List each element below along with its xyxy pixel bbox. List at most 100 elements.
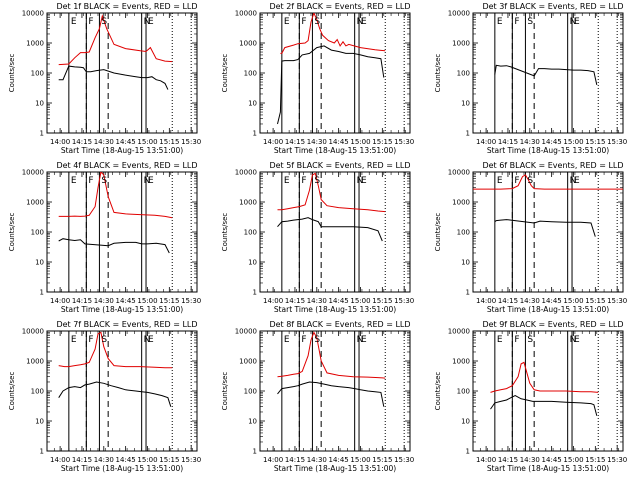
x-tick-label: 14:00 [476, 456, 496, 464]
y-tick-label: 1 [253, 289, 257, 297]
y-tick-label: 100 [457, 70, 470, 78]
panel-det-2: 1 10 100 1000 10000 14:00 14:15 14:30 14:45 15:00… [221, 2, 414, 155]
y-tick-label: 100 [31, 70, 44, 78]
y-tick-label: 1 [253, 448, 257, 456]
x-tick-label: 14:15 [498, 456, 518, 464]
y-tick-label: 10 [248, 100, 257, 108]
y-tick-label: 1000 [452, 358, 470, 366]
series-events-line [277, 45, 385, 125]
marker-label-F: F [88, 335, 93, 345]
panel-det-3: 1 10 100 1000 10000 14:00 14:15 14:30 14:45 15:00… [434, 2, 627, 155]
y-axis-label: Counts/sec [8, 213, 16, 252]
panel-data [473, 172, 623, 292]
panel-title: Det 1f BLACK = Events, RED = LLD [56, 2, 197, 11]
x-tick-label: 15:15 [585, 297, 605, 305]
x-axis-label: Start Time (18-Aug-15 13:51:00) [487, 464, 609, 473]
marker-label-F: F [88, 176, 93, 186]
series-lld-line [277, 331, 386, 379]
y-tick-label: 10000 [235, 328, 257, 336]
x-tick-label: 15:00 [137, 138, 157, 146]
y-tick-label: 10000 [448, 169, 470, 177]
y-tick-label: 1 [466, 130, 470, 138]
x-axis-label: Start Time (18-Aug-15 13:51:00) [61, 464, 183, 473]
y-tick-label: 10000 [235, 169, 257, 177]
y-tick-label: 10 [248, 418, 257, 426]
marker-label-E: E [148, 335, 154, 345]
x-tick-label: 15:15 [159, 297, 179, 305]
y-tick-label: 1 [40, 289, 44, 297]
marker-label-F: F [301, 335, 306, 345]
panel-data [277, 331, 405, 451]
panel-title: Det 3f BLACK = Events, RED = LLD [482, 2, 623, 11]
x-tick-label: 15:15 [159, 138, 179, 146]
y-tick-label: 100 [244, 388, 257, 396]
x-tick-label: 14:15 [285, 297, 305, 305]
panel-det-5: 1 10 100 1000 10000 14:00 14:15 14:30 14:45 15:00… [221, 161, 414, 314]
plot-frame [259, 171, 411, 293]
marker-label-F: F [301, 17, 306, 27]
marker-label-E: E [284, 335, 290, 345]
y-tick-label: 10 [461, 259, 470, 267]
marker-label-N: N [144, 176, 151, 186]
marker-label-E: E [284, 176, 290, 186]
series-events-line [494, 64, 598, 86]
panel-data [58, 331, 192, 451]
y-tick-label: 10000 [22, 328, 44, 336]
y-axis-label: Counts/sec [434, 54, 442, 93]
x-tick-label: 14:15 [72, 138, 92, 146]
marker-label-F: F [514, 176, 519, 186]
panel-det-8: 1 10 100 1000 10000 14:00 14:15 14:30 14:45 15:00… [221, 320, 414, 473]
x-tick-label: 15:15 [372, 297, 392, 305]
x-tick-label: 14:30 [520, 297, 540, 305]
x-tick-label: 14:45 [116, 138, 136, 146]
x-tick-label: 15:15 [585, 138, 605, 146]
x-tick-label: 15:30 [181, 138, 201, 146]
y-tick-label: 10000 [448, 328, 470, 336]
panel-det-6: 1 10 100 1000 10000 14:00 14:15 14:30 14:45 15:00… [434, 161, 627, 314]
y-tick-label: 1 [40, 130, 44, 138]
x-tick-label: 15:30 [394, 297, 414, 305]
panel-data [277, 13, 405, 133]
x-tick-label: 15:00 [137, 456, 157, 464]
y-tick-label: 1 [253, 130, 257, 138]
series-events-line [277, 217, 383, 242]
marker-label-N: N [357, 176, 364, 186]
x-tick-label: 14:00 [263, 297, 283, 305]
y-axis-label: Counts/sec [8, 54, 16, 93]
x-tick-label: 14:45 [542, 456, 562, 464]
series-events-line [58, 65, 169, 90]
x-tick-label: 15:30 [607, 297, 627, 305]
marker-label-S: S [314, 17, 320, 27]
y-tick-label: 10000 [235, 10, 257, 18]
x-tick-label: 14:45 [542, 297, 562, 305]
panel-title: Det 8f BLACK = Events, RED = LLD [269, 320, 410, 329]
series-events-line [58, 238, 170, 254]
marker-label-N: N [357, 335, 364, 345]
x-tick-label: 14:00 [263, 138, 283, 146]
x-tick-label: 15:00 [350, 297, 370, 305]
marker-label-E: E [284, 17, 290, 27]
x-tick-label: 15:15 [585, 456, 605, 464]
x-tick-label: 15:15 [372, 456, 392, 464]
x-tick-label: 15:00 [137, 297, 157, 305]
panel-det-7: 1 10 100 1000 10000 14:00 14:15 14:30 14:45 15:00… [8, 320, 201, 473]
series-lld-line [58, 331, 173, 369]
y-tick-label: 1000 [239, 40, 257, 48]
y-tick-label: 100 [31, 388, 44, 396]
y-tick-label: 10 [461, 418, 470, 426]
panel-det-9: 1 10 100 1000 10000 14:00 14:15 14:30 14:45 15:00… [434, 320, 627, 473]
x-axis-label: Start Time (18-Aug-15 13:51:00) [487, 305, 609, 314]
panel-title: Det 7f BLACK = Events, RED = LLD [56, 320, 197, 329]
y-tick-label: 10 [35, 418, 44, 426]
marker-label-S: S [101, 335, 107, 345]
x-tick-label: 14:30 [94, 456, 114, 464]
series-lld-line [490, 361, 599, 393]
y-tick-label: 1000 [452, 199, 470, 207]
marker-label-E: E [497, 176, 503, 186]
x-tick-label: 14:45 [116, 297, 136, 305]
panel-data [277, 172, 405, 292]
marker-label-N: N [144, 17, 151, 27]
x-axis-label: Start Time (18-Aug-15 13:51:00) [61, 305, 183, 314]
marker-label-F: F [88, 17, 93, 27]
x-tick-label: 15:30 [394, 138, 414, 146]
